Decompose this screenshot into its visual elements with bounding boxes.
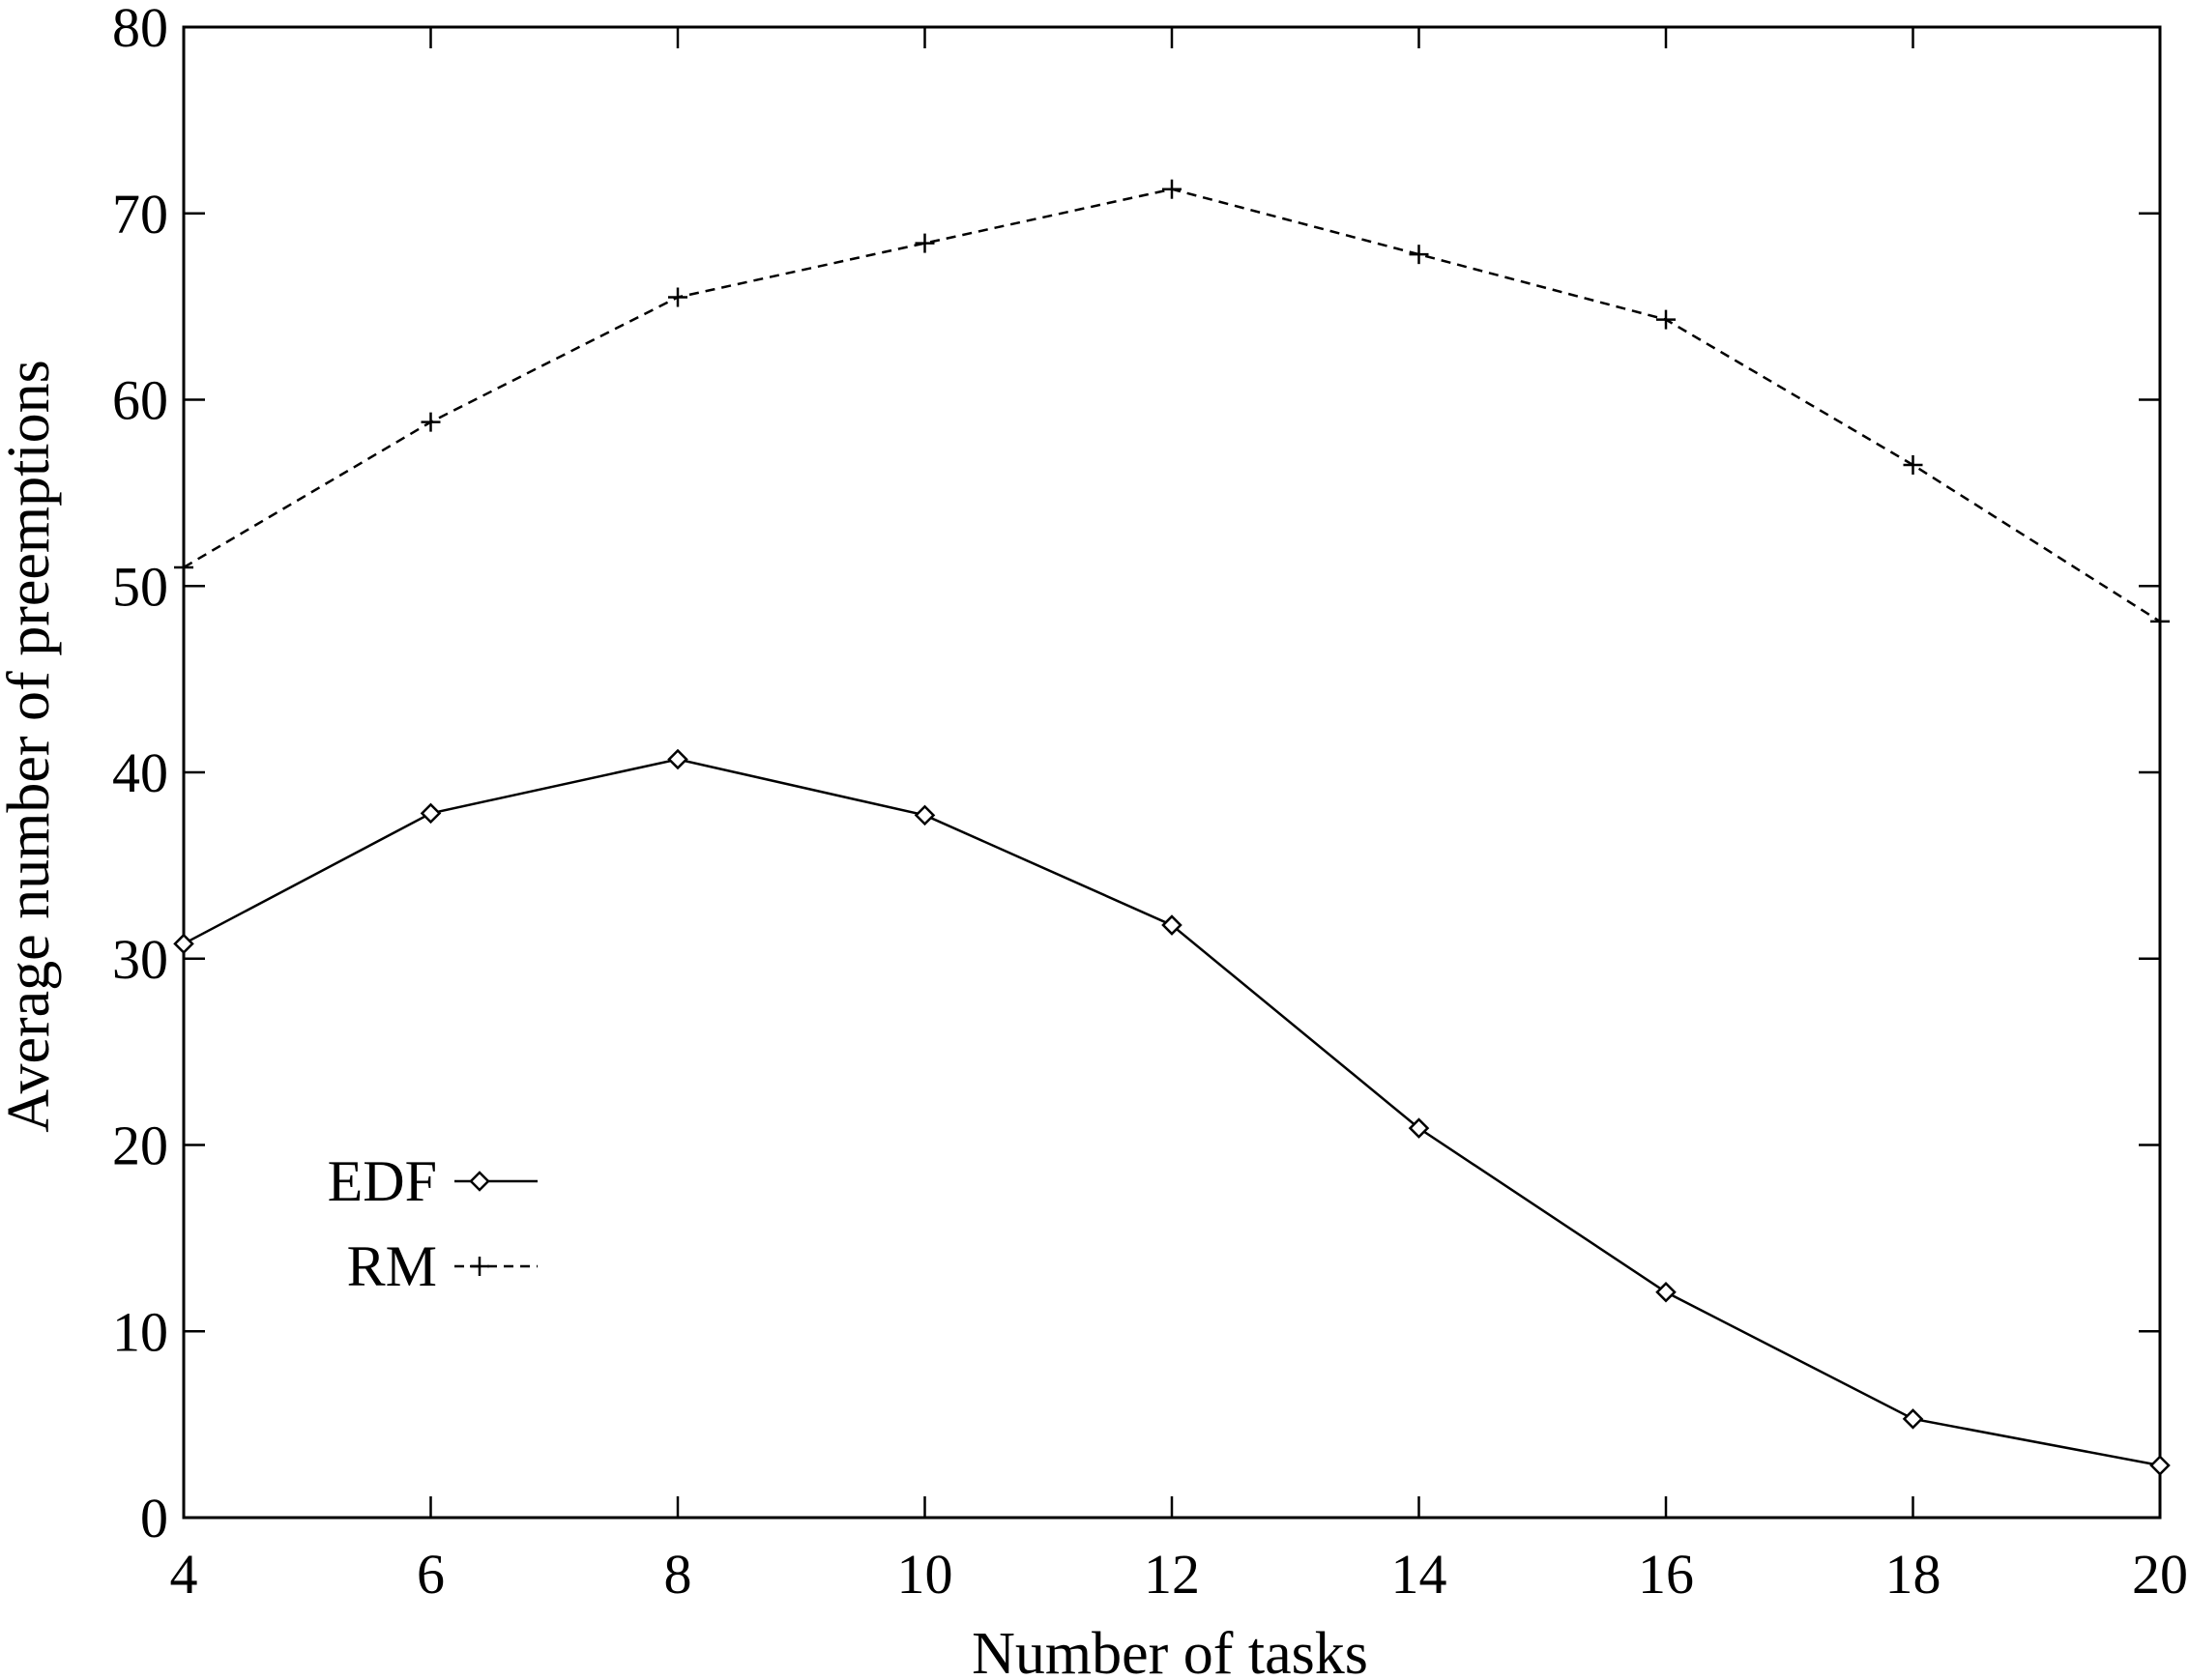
data-point-rm	[1656, 309, 1676, 330]
plot-frame	[182, 25, 2162, 1520]
data-point-rm	[174, 557, 193, 577]
y-axis-label: Average number of preemptions	[0, 360, 62, 1132]
data-point-rm	[1162, 179, 1182, 199]
y-tick-label: 40	[112, 741, 168, 804]
x-axis-label: Number of tasks	[972, 1621, 1368, 1680]
x-tick-label: 20	[2132, 1543, 2188, 1606]
y-tick-label: 80	[112, 0, 168, 59]
x-tick-label: 14	[1391, 1543, 1447, 1606]
series-rm	[174, 179, 2170, 631]
data-point-rm	[1903, 454, 1923, 475]
data-point-edf	[1902, 1408, 1924, 1430]
series-line-edf	[183, 758, 2161, 1467]
legend-label-rm: RM	[347, 1234, 437, 1298]
x-tick-label: 12	[1144, 1543, 1200, 1606]
series-edf	[173, 748, 2171, 1476]
plot-border	[182, 25, 2162, 1520]
data-point-edf	[173, 933, 194, 955]
y-tick-label: 70	[112, 183, 168, 246]
y-tick-label: 10	[112, 1300, 168, 1363]
legend-marker-edf	[469, 1171, 490, 1192]
data-point-edf	[667, 748, 688, 770]
legend-label-edf: EDF	[328, 1149, 437, 1213]
x-tick-label: 4	[170, 1543, 198, 1606]
x-tick-label: 6	[417, 1543, 445, 1606]
data-point-rm	[2150, 611, 2170, 631]
y-tick-label: 20	[112, 1115, 168, 1177]
data-point-edf	[2149, 1455, 2171, 1476]
data-point-edf	[1655, 1282, 1677, 1303]
y-tick-label: 30	[112, 928, 168, 991]
y-tick-label: 60	[112, 369, 168, 432]
axis-ticks: 4 6 8 10 12 14 16 18 20 0 10 20 30 40 50 60 70 80	[112, 0, 2188, 1606]
x-tick-label: 8	[664, 1543, 692, 1606]
x-tick-label: 16	[1638, 1543, 1694, 1606]
data-point-edf	[1408, 1117, 1430, 1139]
series-line-rm	[183, 188, 2161, 623]
x-tick-label: 10	[897, 1543, 953, 1606]
data-point-edf	[1161, 914, 1182, 936]
x-tick-label: 18	[1885, 1543, 1941, 1606]
y-tick-label: 0	[140, 1487, 168, 1550]
data-point-edf	[914, 804, 936, 826]
data-point-rm	[915, 233, 935, 253]
data-point-rm	[1409, 245, 1429, 265]
data-point-edf	[420, 802, 442, 825]
data-point-rm	[668, 287, 687, 307]
legend: EDF RM	[328, 1149, 538, 1298]
legend-marker-rm	[470, 1257, 489, 1276]
y-tick-label: 50	[112, 555, 168, 618]
data-point-rm	[421, 412, 441, 432]
series-layer	[173, 179, 2171, 1476]
